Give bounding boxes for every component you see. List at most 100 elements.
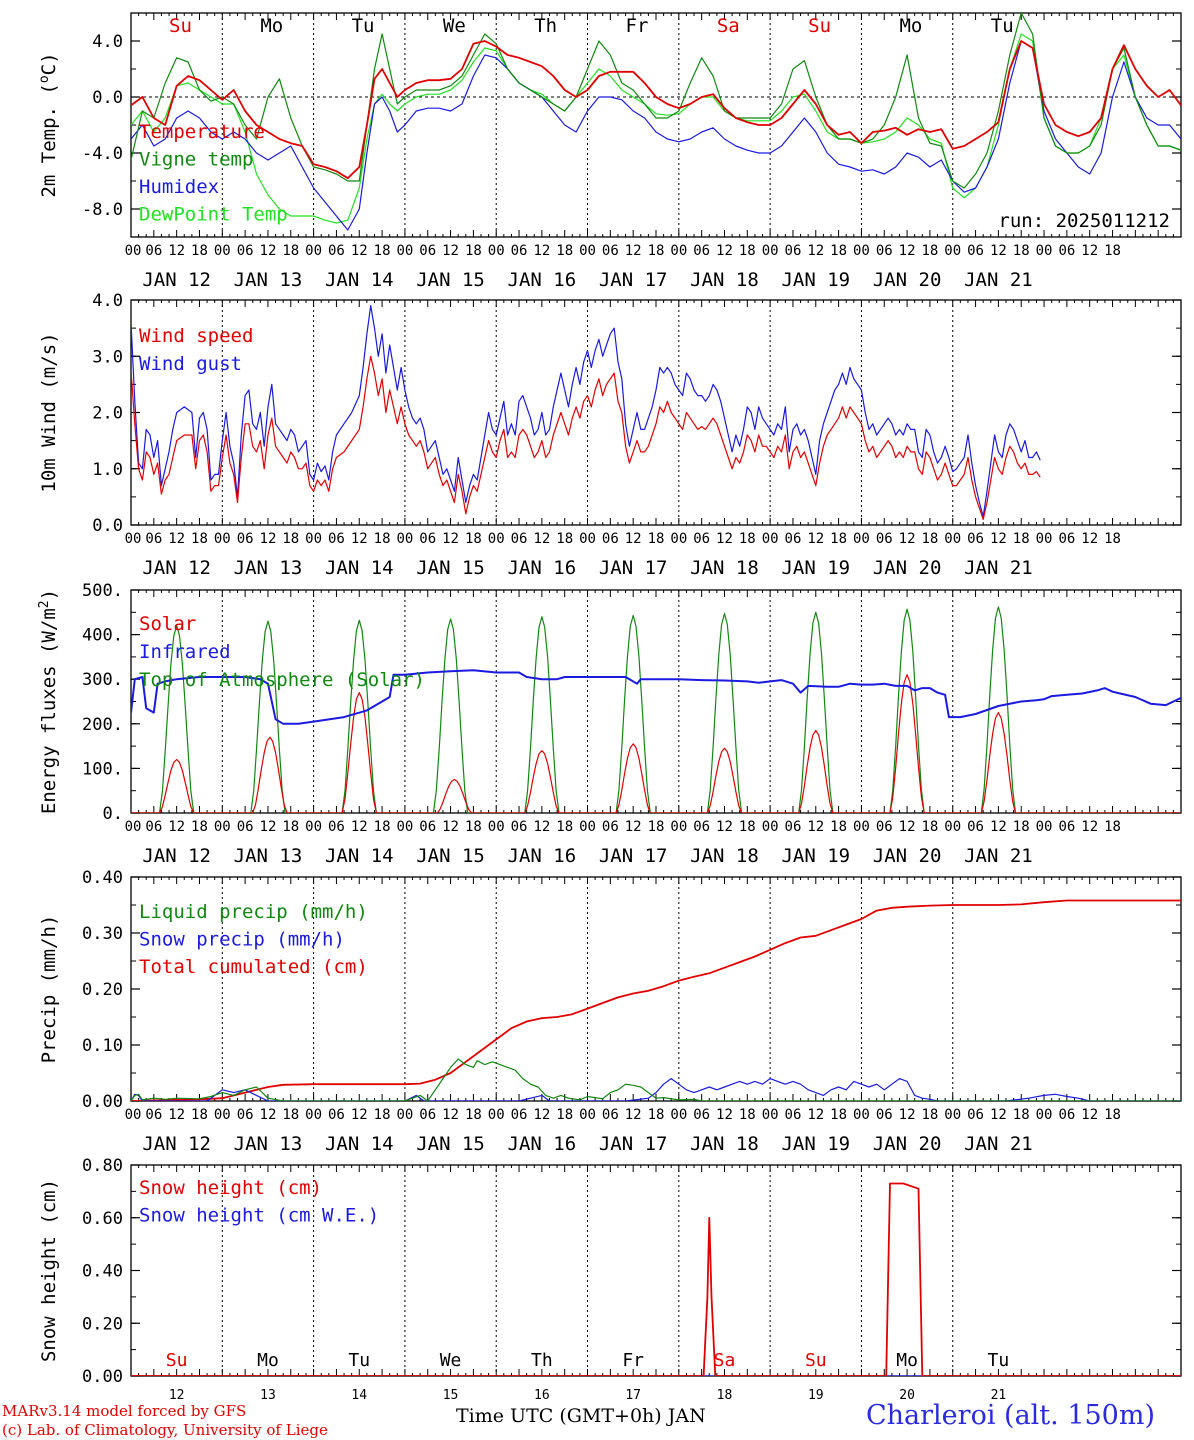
energy-legend-infrared: Infrared — [139, 641, 231, 663]
energy-x-tick-label: 06 — [1058, 819, 1075, 835]
precip-x-tick-label: 18 — [1104, 1107, 1121, 1123]
wind-x-tick-label: 18 — [921, 531, 938, 547]
precip-series-total-cumulated-cm- — [131, 899, 1181, 1101]
energy-date-label: JAN 15 — [416, 845, 485, 867]
day-name-bottom: Tu — [348, 1350, 370, 1371]
temperature-x-tick-label: 12 — [807, 243, 824, 259]
precip-x-tick-label: 18 — [830, 1107, 847, 1123]
energy-x-tick-label: 00 — [488, 819, 505, 835]
precip-y-tick-label: 0.00 — [82, 1092, 123, 1112]
wind-x-tick-label: 06 — [237, 531, 254, 547]
wind-x-tick-label: 06 — [785, 531, 802, 547]
energy-x-tick-label: 00 — [396, 819, 413, 835]
energy-x-tick-label: 06 — [785, 819, 802, 835]
wind-series-wind-speed — [131, 355, 1041, 520]
energy-x-tick-label: 00 — [579, 819, 596, 835]
day-name-top: Fr — [626, 15, 649, 37]
energy-x-tick-label: 00 — [944, 819, 961, 835]
precip-y-tick-label: 0.40 — [82, 868, 123, 888]
precip-series-liquid-precip-mm-h- — [131, 1058, 1181, 1101]
energy-y-tick-label: 0. — [103, 804, 123, 824]
snow-y-tick-label: 0.60 — [82, 1209, 123, 1229]
day-number: 15 — [443, 1388, 459, 1403]
temperature-x-tick-label: 12 — [1081, 243, 1098, 259]
wind-x-tick-label: 06 — [419, 531, 436, 547]
temperature-y-tick-label: 4.0 — [92, 32, 123, 52]
energy-x-tick-label: 18 — [739, 819, 756, 835]
energy-date-label: JAN 17 — [599, 845, 668, 867]
energy-series-top-of-atmosphere-solar- — [131, 606, 1181, 813]
day-name-bottom: Th — [531, 1350, 553, 1371]
temperature-series-temperature — [131, 40, 1181, 180]
energy-x-tick-label: 18 — [830, 819, 847, 835]
temperature-date-label: JAN 17 — [599, 269, 668, 291]
energy-date-label: JAN 16 — [508, 845, 577, 867]
energy-x-tick-label: 12 — [625, 819, 642, 835]
precip-date-label: JAN 14 — [325, 1133, 394, 1155]
precip-x-tick-label: 00 — [125, 1107, 142, 1123]
temperature-date-label: JAN 19 — [781, 269, 850, 291]
precip-x-tick-label: 18 — [465, 1107, 482, 1123]
precip-x-tick-label: 06 — [511, 1107, 528, 1123]
wind-x-tick-label: 18 — [648, 531, 665, 547]
precip-legend-total-cumulated-cm-: Total cumulated (cm) — [139, 956, 368, 978]
precip-y-label: Precip (mm/h) — [38, 915, 60, 1064]
energy-date-label: JAN 12 — [142, 845, 211, 867]
day-name-top: Mo — [899, 15, 922, 37]
wind-x-tick-label: 12 — [533, 531, 550, 547]
wind-x-tick-label: 18 — [465, 531, 482, 547]
temperature-x-tick-label: 12 — [442, 243, 459, 259]
precip-x-tick-label: 06 — [237, 1107, 254, 1123]
precip-x-tick-label: 12 — [442, 1107, 459, 1123]
precip-x-tick-label: 00 — [762, 1107, 779, 1123]
snow-series-snow-height-cm- — [131, 1182, 1181, 1376]
energy-x-tick-label: 06 — [145, 819, 162, 835]
snow-y-tick-label: 0.40 — [82, 1262, 123, 1282]
wind-x-tick-label: 12 — [351, 531, 368, 547]
wind-x-tick-label: 12 — [807, 531, 824, 547]
temperature-x-tick-label: 06 — [785, 243, 802, 259]
wind-x-tick-label: 00 — [944, 531, 961, 547]
temperature-x-tick-label: 18 — [921, 243, 938, 259]
energy-y-label: Energy fluxes (W/m2) — [37, 589, 61, 814]
temperature-run-annotation: run: 2025011212 — [998, 210, 1170, 232]
energy-date-label: JAN 18 — [690, 845, 759, 867]
temperature-x-tick-label: 12 — [716, 243, 733, 259]
wind-x-tick-label: 06 — [967, 531, 984, 547]
temperature-legend-humidex: Humidex — [139, 176, 219, 198]
precip-date-label: JAN 17 — [599, 1133, 668, 1155]
precip-y-tick-label: 0.10 — [82, 1036, 123, 1056]
precip-x-tick-label: 18 — [648, 1107, 665, 1123]
day-number: 16 — [534, 1388, 550, 1403]
precip-x-tick-label: 12 — [260, 1107, 277, 1123]
energy-date-label: JAN 19 — [781, 845, 850, 867]
day-number: 12 — [169, 1388, 185, 1403]
energy-x-tick-label: 12 — [168, 819, 185, 835]
precip-x-tick-label: 00 — [396, 1107, 413, 1123]
wind-x-tick-label: 06 — [1058, 531, 1075, 547]
energy-x-tick-label: 06 — [967, 819, 984, 835]
precip-x-tick-label: 12 — [533, 1107, 550, 1123]
precip-legend-liquid-precip-mm-h-: Liquid precip (mm/h) — [139, 901, 368, 923]
wind-x-tick-label: 18 — [1013, 531, 1030, 547]
precip-x-tick-label: 06 — [876, 1107, 893, 1123]
station-name: Charleroi (alt. 150m) — [866, 1400, 1155, 1431]
energy-x-tick-label: 12 — [260, 819, 277, 835]
temperature-x-tick-label: 06 — [602, 243, 619, 259]
wind-x-tick-label: 00 — [125, 531, 142, 547]
temperature-x-tick-label: 00 — [125, 243, 142, 259]
snow-legend-snow-height-cm-: Snow height (cm) — [139, 1177, 322, 1199]
precip-date-label: JAN 19 — [781, 1133, 850, 1155]
wind-x-tick-label: 06 — [145, 531, 162, 547]
energy-x-tick-label: 06 — [328, 819, 345, 835]
temperature-x-tick-label: 00 — [944, 243, 961, 259]
precip-date-label: JAN 12 — [142, 1133, 211, 1155]
wind-x-tick-label: 06 — [876, 531, 893, 547]
wind-x-tick-label: 00 — [396, 531, 413, 547]
precip-x-tick-label: 18 — [739, 1107, 756, 1123]
wind-y-tick-label: 3.0 — [92, 347, 123, 367]
precip-x-tick-label: 00 — [670, 1107, 687, 1123]
energy-series-solar — [131, 674, 1181, 813]
energy-x-tick-label: 12 — [442, 819, 459, 835]
